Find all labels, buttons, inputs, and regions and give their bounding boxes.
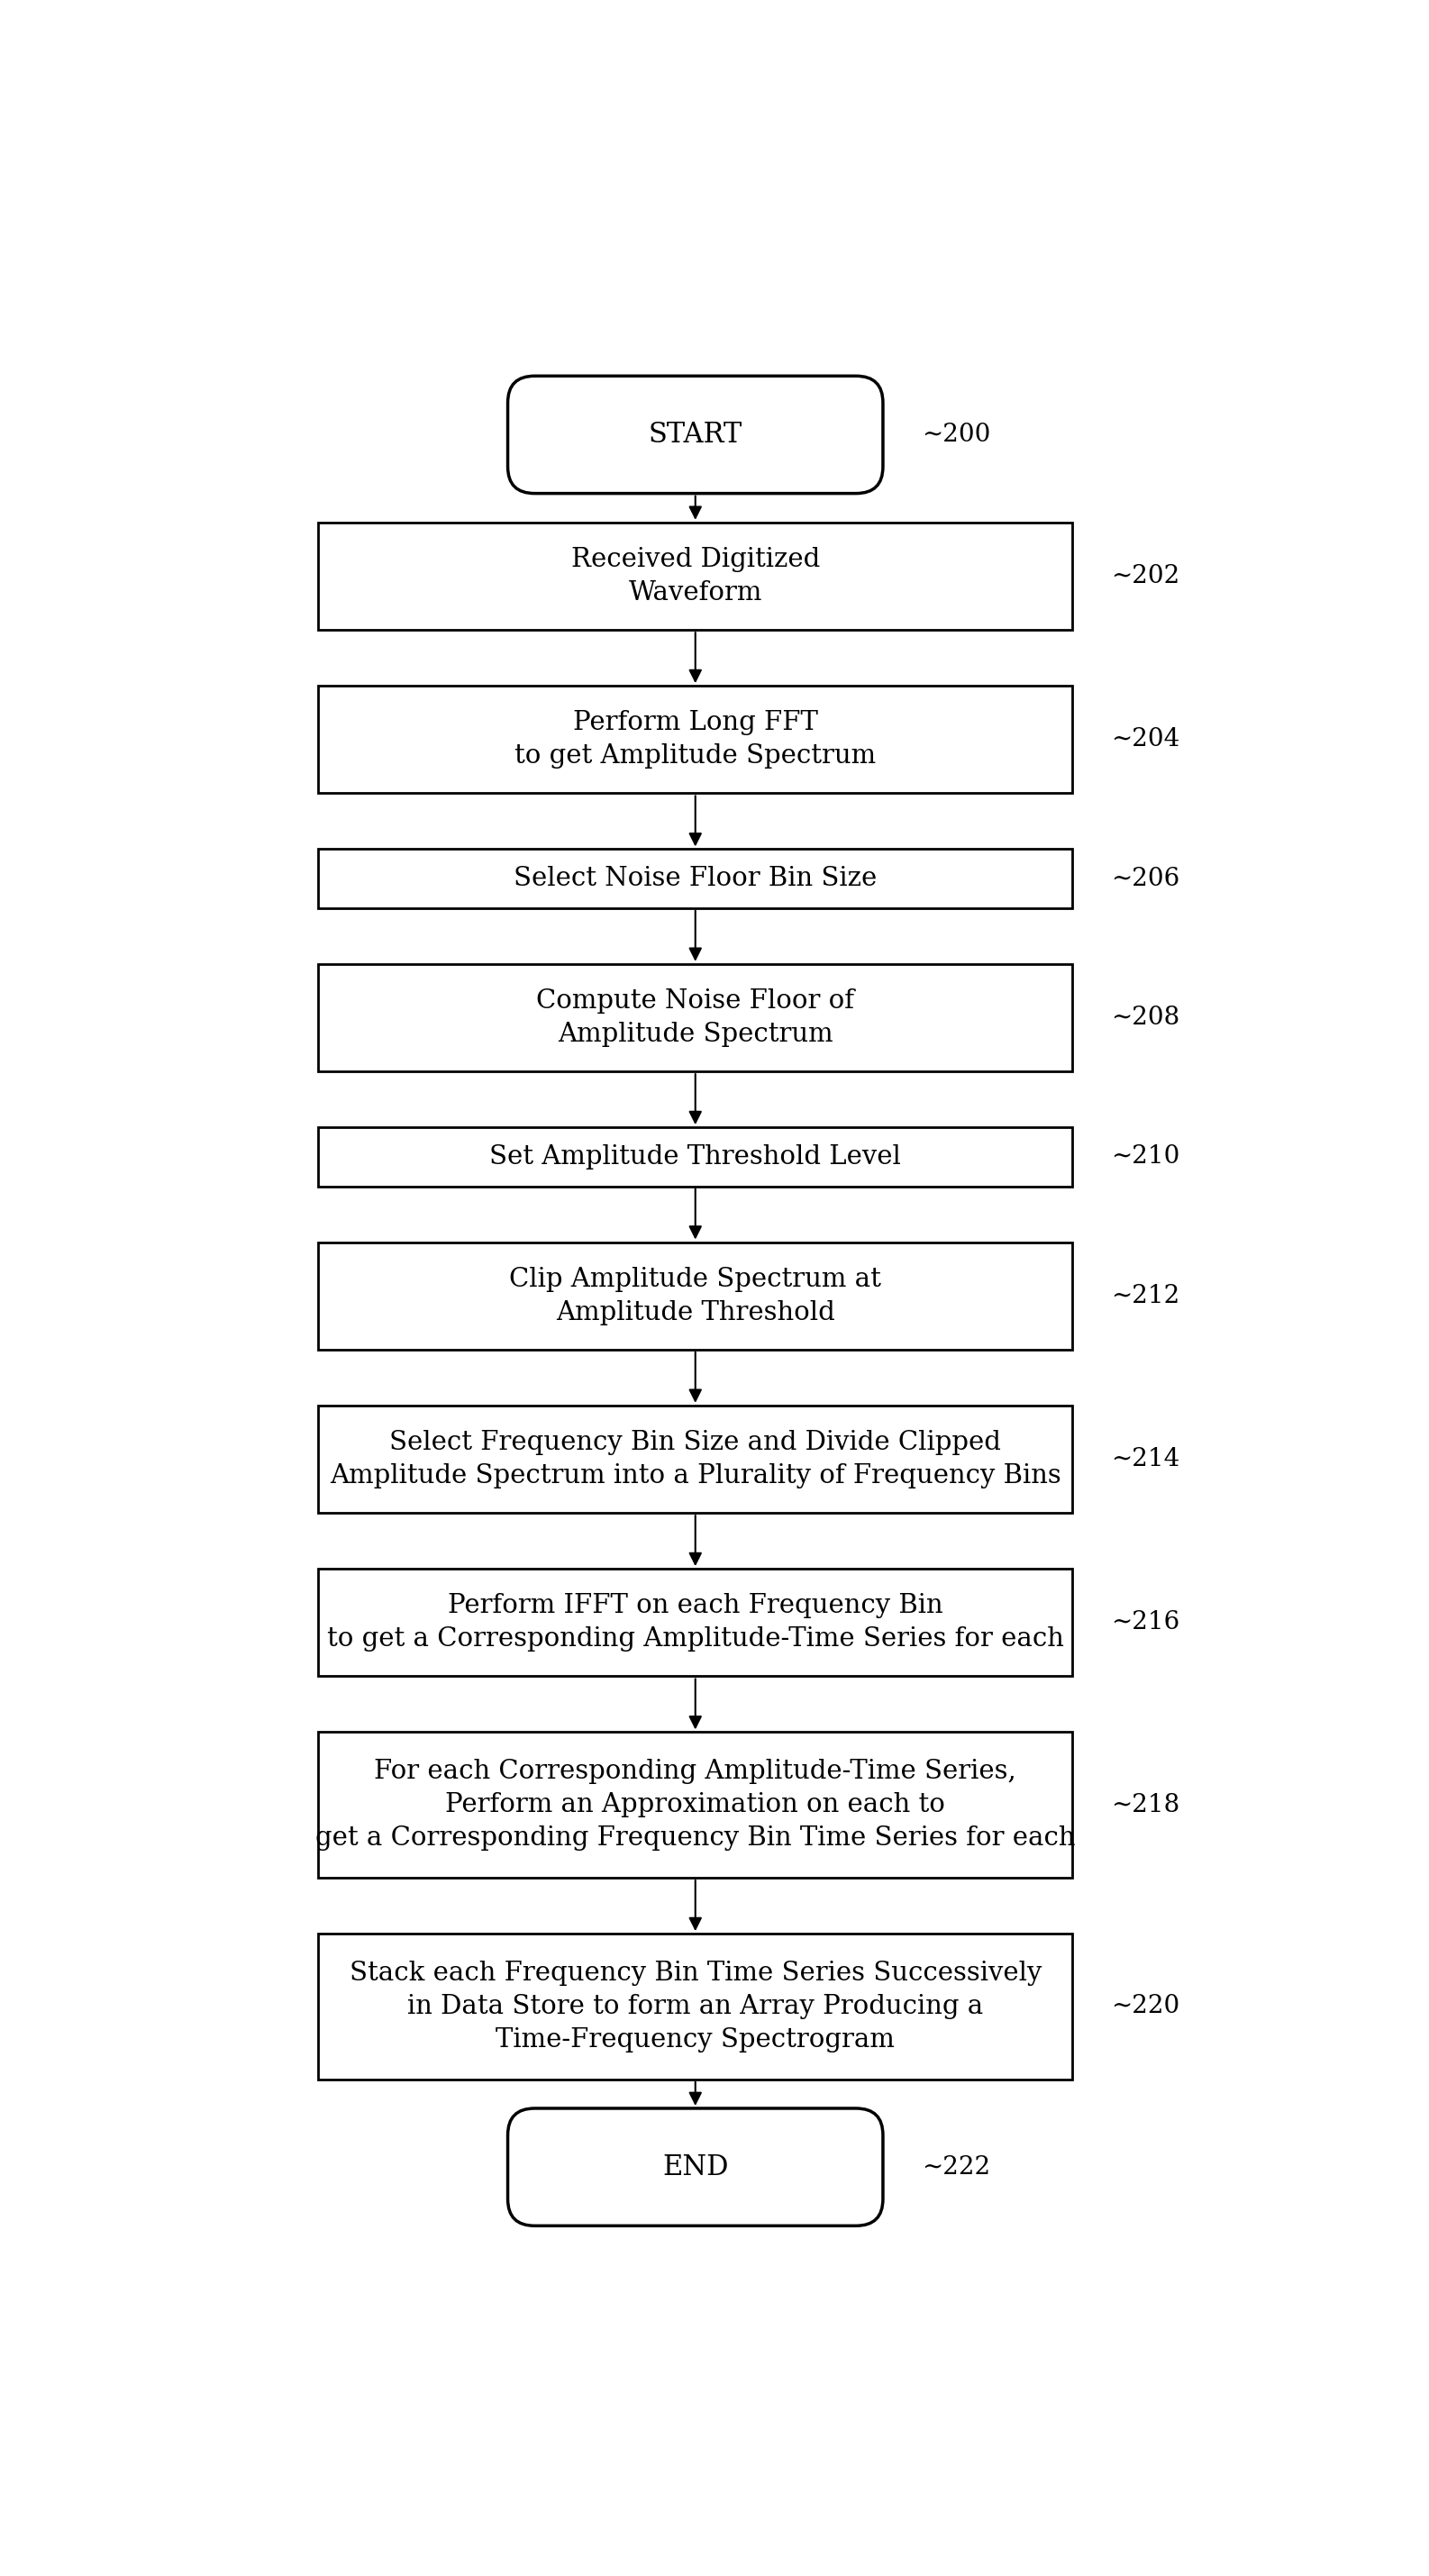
FancyBboxPatch shape [507,376,883,495]
FancyBboxPatch shape [319,523,1072,631]
Text: Perform IFFT on each Frequency Bin
to get a Corresponding Amplitude-Time Series : Perform IFFT on each Frequency Bin to ge… [327,1595,1063,1651]
Text: START: START [649,420,742,448]
Text: Select Frequency Bin Size and Divide Clipped
Amplitude Spectrum into a Plurality: Select Frequency Bin Size and Divide Cli… [330,1430,1062,1489]
Text: ∼218: ∼218 [1110,1793,1179,1816]
Text: Set Amplitude Threshold Level: Set Amplitude Threshold Level [490,1144,902,1170]
Text: Clip Amplitude Spectrum at
Amplitude Threshold: Clip Amplitude Spectrum at Amplitude Thr… [509,1267,882,1324]
Text: ∼216: ∼216 [1110,1610,1179,1636]
Text: Perform Long FFT
to get Amplitude Spectrum: Perform Long FFT to get Amplitude Spectr… [514,711,876,768]
FancyBboxPatch shape [319,1406,1072,1512]
Text: ∼220: ∼220 [1110,1994,1179,2020]
FancyBboxPatch shape [319,1731,1072,1878]
Text: ∼214: ∼214 [1110,1448,1179,1471]
Text: ∼204: ∼204 [1110,726,1179,752]
Text: END: END [662,2154,729,2182]
FancyBboxPatch shape [319,685,1072,793]
Text: For each Corresponding Amplitude-Time Series,
Perform an Approximation on each t: For each Corresponding Amplitude-Time Se… [316,1759,1076,1850]
Text: ∼222: ∼222 [922,2156,990,2179]
Text: ∼212: ∼212 [1110,1283,1179,1309]
Text: Received Digitized
Waveform: Received Digitized Waveform [572,546,820,605]
Text: ∼200: ∼200 [922,422,990,446]
FancyBboxPatch shape [319,1569,1072,1677]
FancyBboxPatch shape [319,1128,1072,1188]
FancyBboxPatch shape [319,963,1072,1072]
Text: ∼210: ∼210 [1110,1144,1180,1170]
Text: ∼208: ∼208 [1110,1005,1179,1030]
FancyBboxPatch shape [319,1242,1072,1350]
FancyBboxPatch shape [319,850,1072,909]
Text: Stack each Frequency Bin Time Series Successively
in Data Store to form an Array: Stack each Frequency Bin Time Series Suc… [349,1960,1042,2053]
Text: ∼202: ∼202 [1110,564,1179,587]
Text: ∼206: ∼206 [1110,866,1179,891]
Text: Select Noise Floor Bin Size: Select Noise Floor Bin Size [513,866,877,891]
Text: Compute Noise Floor of
Amplitude Spectrum: Compute Noise Floor of Amplitude Spectru… [536,989,855,1046]
FancyBboxPatch shape [507,2107,883,2226]
FancyBboxPatch shape [319,1935,1072,2079]
